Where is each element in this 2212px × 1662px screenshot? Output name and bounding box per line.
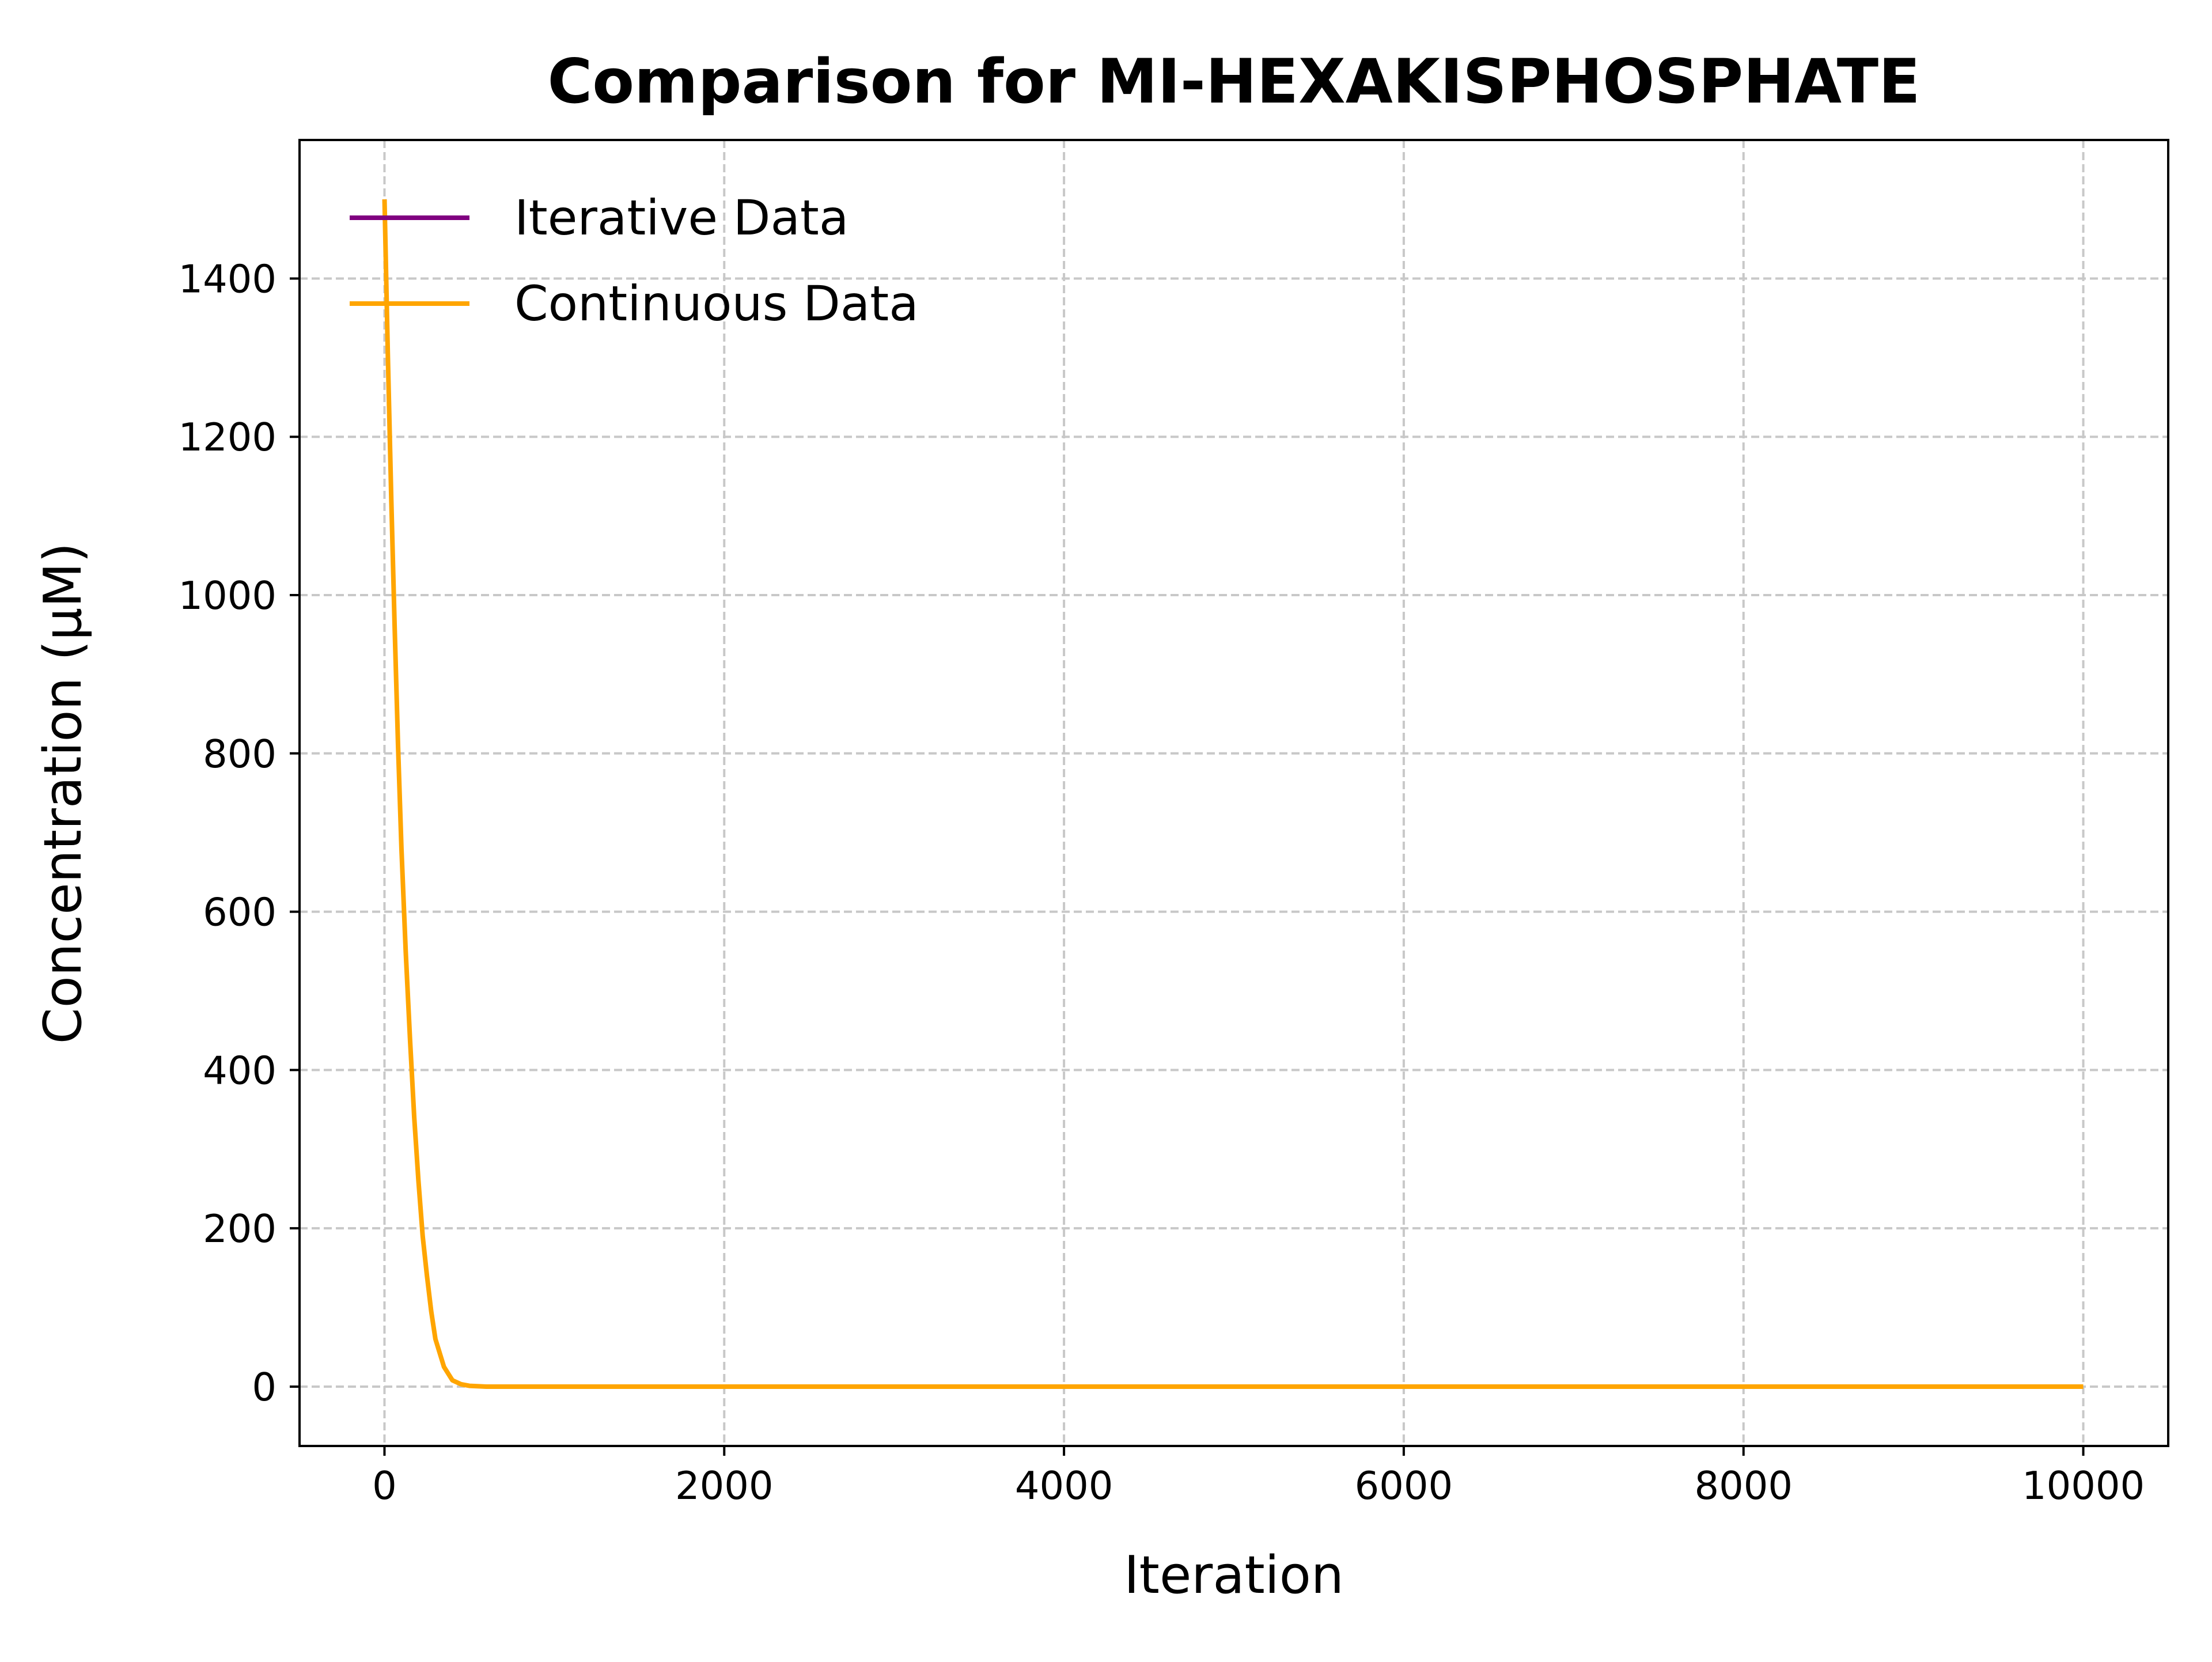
x-tick-label: 2000 (675, 1463, 774, 1508)
y-tick-label: 200 (203, 1206, 276, 1251)
x-tick-label: 6000 (1355, 1463, 1453, 1508)
y-tick-label: 1000 (178, 573, 276, 618)
x-axis-label: Iteration (1124, 1545, 1344, 1606)
y-tick-label: 600 (203, 890, 276, 935)
chart-title: Comparison for MI-HEXAKISPHOSPHATE (548, 46, 1921, 117)
series-lines (382, 199, 2084, 1389)
y-axis-label: Concentration (μM) (33, 543, 93, 1044)
y-tick-label: 1200 (178, 415, 276, 460)
plot-frame (298, 139, 2169, 1447)
legend-label-1: Iterative Data (514, 190, 849, 246)
x-tick-label: 0 (372, 1463, 397, 1508)
y-tick-label: 400 (203, 1048, 276, 1093)
y-tick-label: 0 (252, 1365, 276, 1410)
y-tick-label: 1400 (178, 256, 276, 301)
axis-ticks: 0 2000 4000 6000 8000 10000 0 200 400 600 800 1000 1… (178, 256, 2145, 1508)
x-tick-label: 4000 (1015, 1463, 1113, 1508)
series-line-2 (382, 199, 2084, 1389)
legend-label-2: Continuous Data (514, 275, 919, 332)
legend: Iterative Data Continuous Data (350, 190, 919, 332)
y-tick-label: 800 (203, 732, 276, 777)
x-tick-label: 10000 (2022, 1463, 2145, 1508)
x-tick-label: 8000 (1694, 1463, 1793, 1508)
